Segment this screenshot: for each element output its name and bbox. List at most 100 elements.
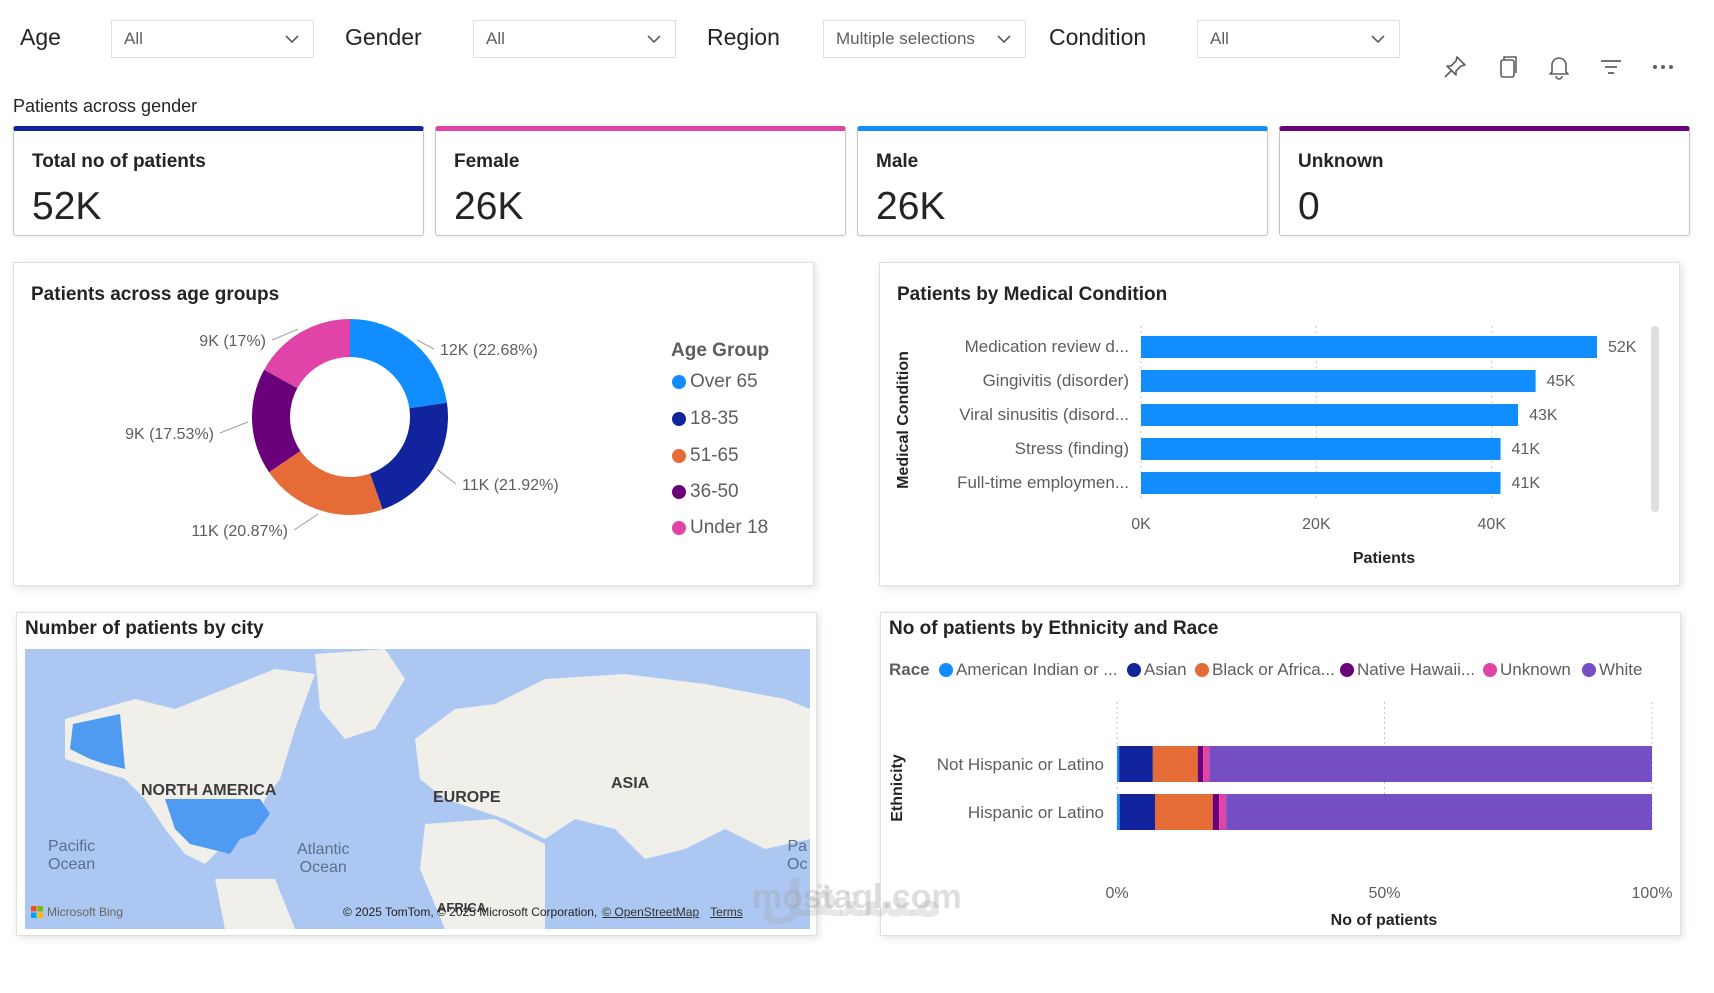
kpi-card-unknown[interactable]: Unknown 0 — [1279, 126, 1690, 236]
condition-filter-select[interactable]: All — [1197, 20, 1400, 58]
legend-label: Under 18 — [690, 517, 769, 538]
age-filter-label: Age — [20, 24, 61, 50]
kpi-title: Total no of patients — [32, 151, 206, 172]
region-filter-select[interactable]: Multiple selections — [823, 20, 1026, 58]
slice-data-label: 9K (17.53%) — [125, 426, 214, 443]
kpi-value: 0 — [1298, 185, 1320, 228]
condition-bar — [1141, 336, 1597, 358]
visual-toolbar — [1440, 52, 1678, 82]
ocean-label-line: Atlantic — [297, 841, 350, 858]
x-tick-label: 20K — [1302, 516, 1331, 533]
donut-slice — [252, 369, 301, 473]
legend-label: Over 65 — [690, 371, 758, 392]
kpi-value: 52K — [32, 185, 102, 228]
legend-item-over-65[interactable]: Over 65 — [672, 371, 758, 393]
stacked-segment — [1212, 794, 1220, 830]
ocean-label-line: Pacific — [48, 838, 96, 855]
city-map[interactable]: NORTH AMERICA EUROPE ASIA AFRICA Pacific… — [25, 649, 810, 929]
more-icon[interactable] — [1648, 52, 1678, 82]
map-label-asia: ASIA — [611, 775, 650, 792]
category-label: Stress (finding) — [1015, 439, 1129, 458]
map-label-pacific: Pacific Ocean — [48, 838, 95, 874]
bar-data-label: 52K — [1608, 339, 1637, 356]
chevron-down-icon — [285, 35, 299, 44]
map-label-africa: AFRICA — [437, 900, 487, 915]
bar-data-label: 41K — [1512, 441, 1541, 458]
age-filter-select[interactable]: All — [111, 20, 314, 58]
legend-item-51-65[interactable]: 51-65 — [672, 445, 739, 467]
terms-link[interactable]: Terms — [710, 905, 743, 919]
filter-icon[interactable] — [1596, 52, 1626, 82]
bell-icon[interactable] — [1544, 52, 1574, 82]
x-axis-title: Patients — [1353, 550, 1415, 567]
chevron-down-icon — [647, 35, 661, 44]
pin-icon[interactable] — [1440, 52, 1470, 82]
condition-filter-value: All — [1210, 29, 1229, 48]
race-legend-black[interactable]: Black or Africa... — [1195, 660, 1335, 680]
copy-icon[interactable] — [1492, 52, 1522, 82]
kpi-value: 26K — [876, 185, 946, 228]
kpi-title: Unknown — [1298, 151, 1384, 172]
age-donut-chart[interactable]: 12K (22.68%) 11K (21.92%) 11K (20.87%) 9K (… — [100, 300, 620, 580]
ocean-label-line: Oc — [787, 856, 808, 873]
gender-filter-select[interactable]: All — [473, 20, 676, 58]
x-tick-label: 0K — [1131, 516, 1151, 533]
age-panel-title: Patients across age groups — [31, 284, 280, 305]
condition-bar-chart[interactable]: 0K 20K 40K Medication review d... 52K Gingivi… — [879, 310, 1680, 586]
race-legend-unknown[interactable]: Unknown — [1483, 660, 1571, 680]
category-label: Medication review d... — [965, 337, 1129, 356]
race-legend-american-indian[interactable]: American Indian or ... — [939, 660, 1118, 680]
ocean-label-line: Pa — [787, 838, 808, 855]
ethnicity-stacked-chart[interactable]: 0% 50% 100% Not Hispanic or Latino Hispanic … — [880, 690, 1681, 936]
legend-item-under-18[interactable]: Under 18 — [672, 517, 768, 539]
kpi-value: 26K — [454, 185, 524, 228]
legend-item-18-35[interactable]: 18-35 — [672, 408, 739, 430]
stacked-segment — [1219, 794, 1227, 830]
kpi-card-total[interactable]: Total no of patients 52K — [13, 126, 424, 236]
region-filter-value: Multiple selections — [836, 29, 975, 48]
stacked-segment — [1152, 746, 1198, 782]
age-legend-title: Age Group — [671, 340, 770, 361]
race-legend-white[interactable]: White — [1582, 660, 1642, 680]
kpi-card-male[interactable]: Male 26K — [857, 126, 1268, 236]
legend-dot — [1195, 663, 1209, 677]
legend-label: Black or Africa... — [1212, 660, 1335, 679]
race-legend-title: Race — [889, 660, 930, 679]
leader-line — [219, 421, 249, 434]
condition-bar — [1141, 472, 1501, 494]
donut-slice — [369, 402, 449, 510]
map-copyright: © 2025 TomTom, © 2025 Microsoft Corporat… — [343, 905, 598, 919]
y-axis-title: Medical Condition — [895, 351, 912, 489]
race-legend-native-hawaiian[interactable]: Native Hawaii... — [1340, 660, 1475, 680]
x-tick-label: 100% — [1632, 885, 1673, 902]
legend-label: Asian — [1144, 660, 1187, 679]
section-title: Patients across gender — [13, 96, 198, 116]
kpi-card-female[interactable]: Female 26K — [435, 126, 846, 236]
legend-item-36-50[interactable]: 36-50 — [672, 481, 739, 503]
legend-dot — [672, 449, 686, 463]
category-label: Viral sinusitis (disord... — [959, 405, 1129, 424]
legend-label: White — [1599, 660, 1643, 679]
leader-line — [293, 513, 319, 531]
bar-data-label: 41K — [1512, 475, 1541, 492]
race-legend-asian[interactable]: Asian — [1127, 660, 1187, 680]
legend-label: American Indian or ... — [956, 660, 1118, 679]
osm-link[interactable]: © OpenStreetMap — [602, 905, 700, 919]
legend-dot — [1127, 663, 1141, 677]
ethnicity-panel-title: No of patients by Ethnicity and Race — [889, 618, 1219, 639]
slice-data-label: 11K (21.92%) — [462, 477, 559, 494]
donut-slice — [264, 319, 350, 389]
bing-text: Microsoft Bing — [47, 905, 124, 919]
x-tick-label: 0% — [1105, 885, 1128, 902]
ocean-label-line: Ocean — [48, 856, 96, 873]
category-label: Hispanic or Latino — [968, 803, 1104, 822]
region-filter-label: Region — [707, 24, 780, 50]
legend-dot — [672, 485, 686, 499]
y-axis-title: Ethnicity — [889, 754, 906, 822]
stacked-segment — [1203, 746, 1210, 782]
chevron-down-icon — [1371, 35, 1385, 44]
slice-data-label: 9K (17%) — [199, 333, 266, 350]
stacked-segment — [1117, 794, 1120, 830]
stacked-segment — [1119, 746, 1153, 782]
stacked-segment — [1197, 746, 1204, 782]
